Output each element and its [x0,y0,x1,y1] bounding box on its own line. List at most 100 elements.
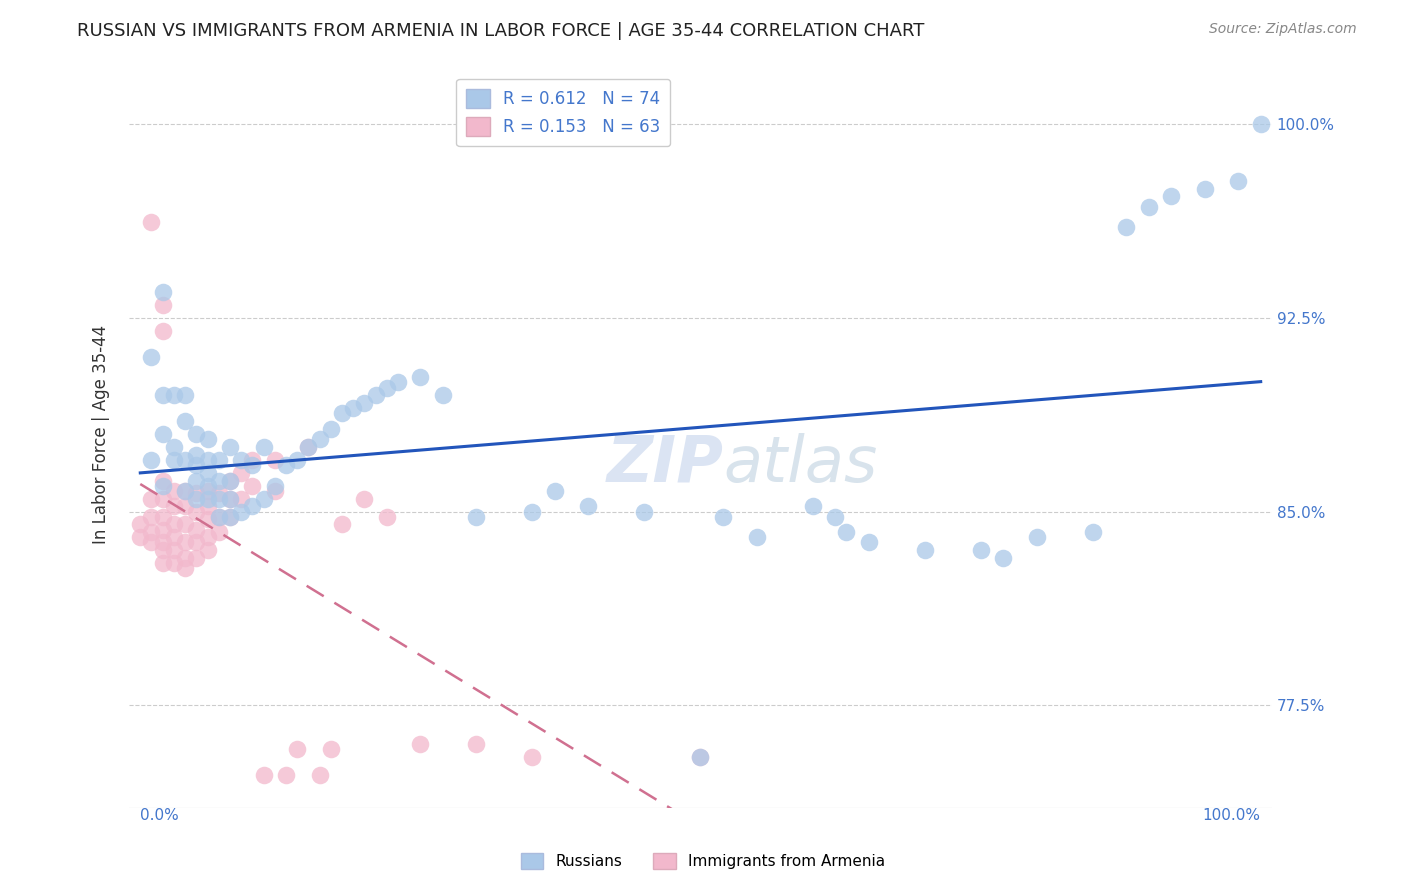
Point [141,525,163,540]
Point [163,500,186,514]
Point [633,504,655,518]
Point [219,474,242,488]
Point [174,561,197,575]
Text: Source: ZipAtlas.com: Source: ZipAtlas.com [1209,22,1357,37]
Point [263,483,285,498]
Point [1250,117,1272,131]
Point [174,483,197,498]
Point [308,768,330,782]
Point [219,440,242,454]
Point [208,474,231,488]
Point [163,440,186,454]
Point [129,530,152,544]
Point [152,478,174,492]
Point [163,543,186,558]
Point [409,370,432,384]
Point [1160,189,1182,203]
Point [152,535,174,549]
Point [330,406,353,420]
Point [229,466,252,480]
Point [186,523,208,537]
Point [163,453,186,467]
Point [297,440,319,454]
Point [522,504,544,518]
Point [152,298,174,312]
Point [353,396,375,410]
Point [186,504,208,518]
Point [263,453,285,467]
Point [186,491,208,506]
Point [240,500,263,514]
Legend: R = 0.612   N = 74, R = 0.153   N = 63: R = 0.612 N = 74, R = 0.153 N = 63 [457,79,671,146]
Point [197,466,219,480]
Point [465,737,488,751]
Point [163,517,186,532]
Point [219,491,242,506]
Point [152,509,174,524]
Point [152,285,174,299]
Point [186,486,208,500]
Point [219,509,242,524]
Point [689,749,711,764]
Point [308,432,330,446]
Point [319,742,342,756]
Point [174,414,197,428]
Point [129,517,152,532]
Point [186,448,208,462]
Point [152,324,174,338]
Point [163,556,186,570]
Point [208,491,231,506]
Point [208,509,231,524]
Point [141,535,163,549]
Point [174,388,197,402]
Point [969,543,991,558]
Point [240,478,263,492]
Point [1137,200,1160,214]
Point [353,491,375,506]
Text: atlas: atlas [723,433,877,495]
Point [835,525,858,540]
Point [252,768,274,782]
Point [229,491,252,506]
Point [152,556,174,570]
Text: RUSSIAN VS IMMIGRANTS FROM ARMENIA IN LABOR FORCE | AGE 35-44 CORRELATION CHART: RUSSIAN VS IMMIGRANTS FROM ARMENIA IN LA… [77,22,925,40]
Point [219,474,242,488]
Legend: Russians, Immigrants from Armenia: Russians, Immigrants from Armenia [515,847,891,875]
Point [174,483,197,498]
Point [208,453,231,467]
Point [197,432,219,446]
Point [197,500,219,514]
Text: 0.0%: 0.0% [141,808,179,823]
Point [914,543,936,558]
Point [208,525,231,540]
Point [1194,182,1216,196]
Point [578,500,600,514]
Point [801,500,824,514]
Point [186,427,208,442]
Point [297,440,319,454]
Point [197,491,219,506]
Point [141,491,163,506]
Point [252,491,274,506]
Point [274,768,297,782]
Text: ZIP: ZIP [606,433,723,495]
Point [252,440,274,454]
Point [711,509,734,524]
Point [141,215,163,229]
Point [229,453,252,467]
Point [240,458,263,472]
Text: 100.0%: 100.0% [1202,808,1261,823]
Point [219,509,242,524]
Point [522,749,544,764]
Point [208,509,231,524]
Point [186,551,208,566]
Point [1081,525,1104,540]
Point [163,388,186,402]
Point [219,491,242,506]
Point [174,500,197,514]
Point [197,512,219,526]
Point [152,523,174,537]
Point [141,509,163,524]
Point [375,509,398,524]
Point [174,551,197,566]
